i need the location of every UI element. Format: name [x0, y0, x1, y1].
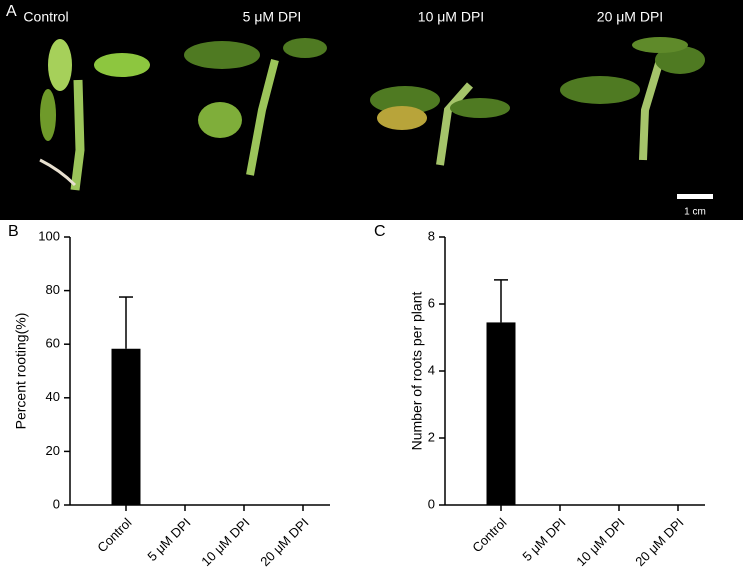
photo-label: Control [23, 9, 68, 25]
y-tick-label: 8 [428, 228, 435, 243]
x-tick-label: 5 μM DPI [519, 515, 568, 564]
bar [486, 322, 516, 505]
y-tick-label: 100 [38, 228, 60, 243]
y-axis-title: Number of roots per plant [409, 292, 425, 451]
y-axis-title: Percent rooting(%) [13, 313, 29, 430]
panel-label: B [8, 223, 19, 240]
bar [111, 348, 141, 505]
y-tick-label: 0 [53, 496, 60, 511]
y-tick-label: 4 [428, 362, 435, 377]
panel-label: C [374, 223, 386, 240]
x-tick-label: Control [94, 515, 134, 555]
y-tick-label: 80 [46, 282, 60, 297]
x-tick-label: 10 μM DPI [198, 515, 252, 569]
x-tick-label: 20 μM DPI [257, 515, 311, 569]
plant-photos [39, 37, 705, 191]
photo-label: 10 μM DPI [418, 9, 484, 25]
photo-label: 20 μM DPI [597, 9, 663, 25]
scale-label: 1 cm [684, 207, 706, 218]
x-tick-label: 10 μM DPI [573, 515, 627, 569]
y-tick-label: 40 [46, 389, 60, 404]
scale-bar [677, 194, 713, 199]
photo-panel [0, 0, 743, 220]
x-tick-label: 20 μM DPI [632, 515, 686, 569]
x-tick-label: Control [469, 515, 509, 555]
y-tick-label: 0 [428, 496, 435, 511]
y-tick-label: 20 [46, 443, 60, 458]
photo-label: 5 μM DPI [243, 9, 302, 25]
x-tick-label: 5 μM DPI [144, 515, 193, 564]
y-tick-label: 2 [428, 429, 435, 444]
y-tick-label: 6 [428, 295, 435, 310]
panel-label: A [6, 3, 17, 20]
y-tick-label: 60 [46, 336, 60, 351]
